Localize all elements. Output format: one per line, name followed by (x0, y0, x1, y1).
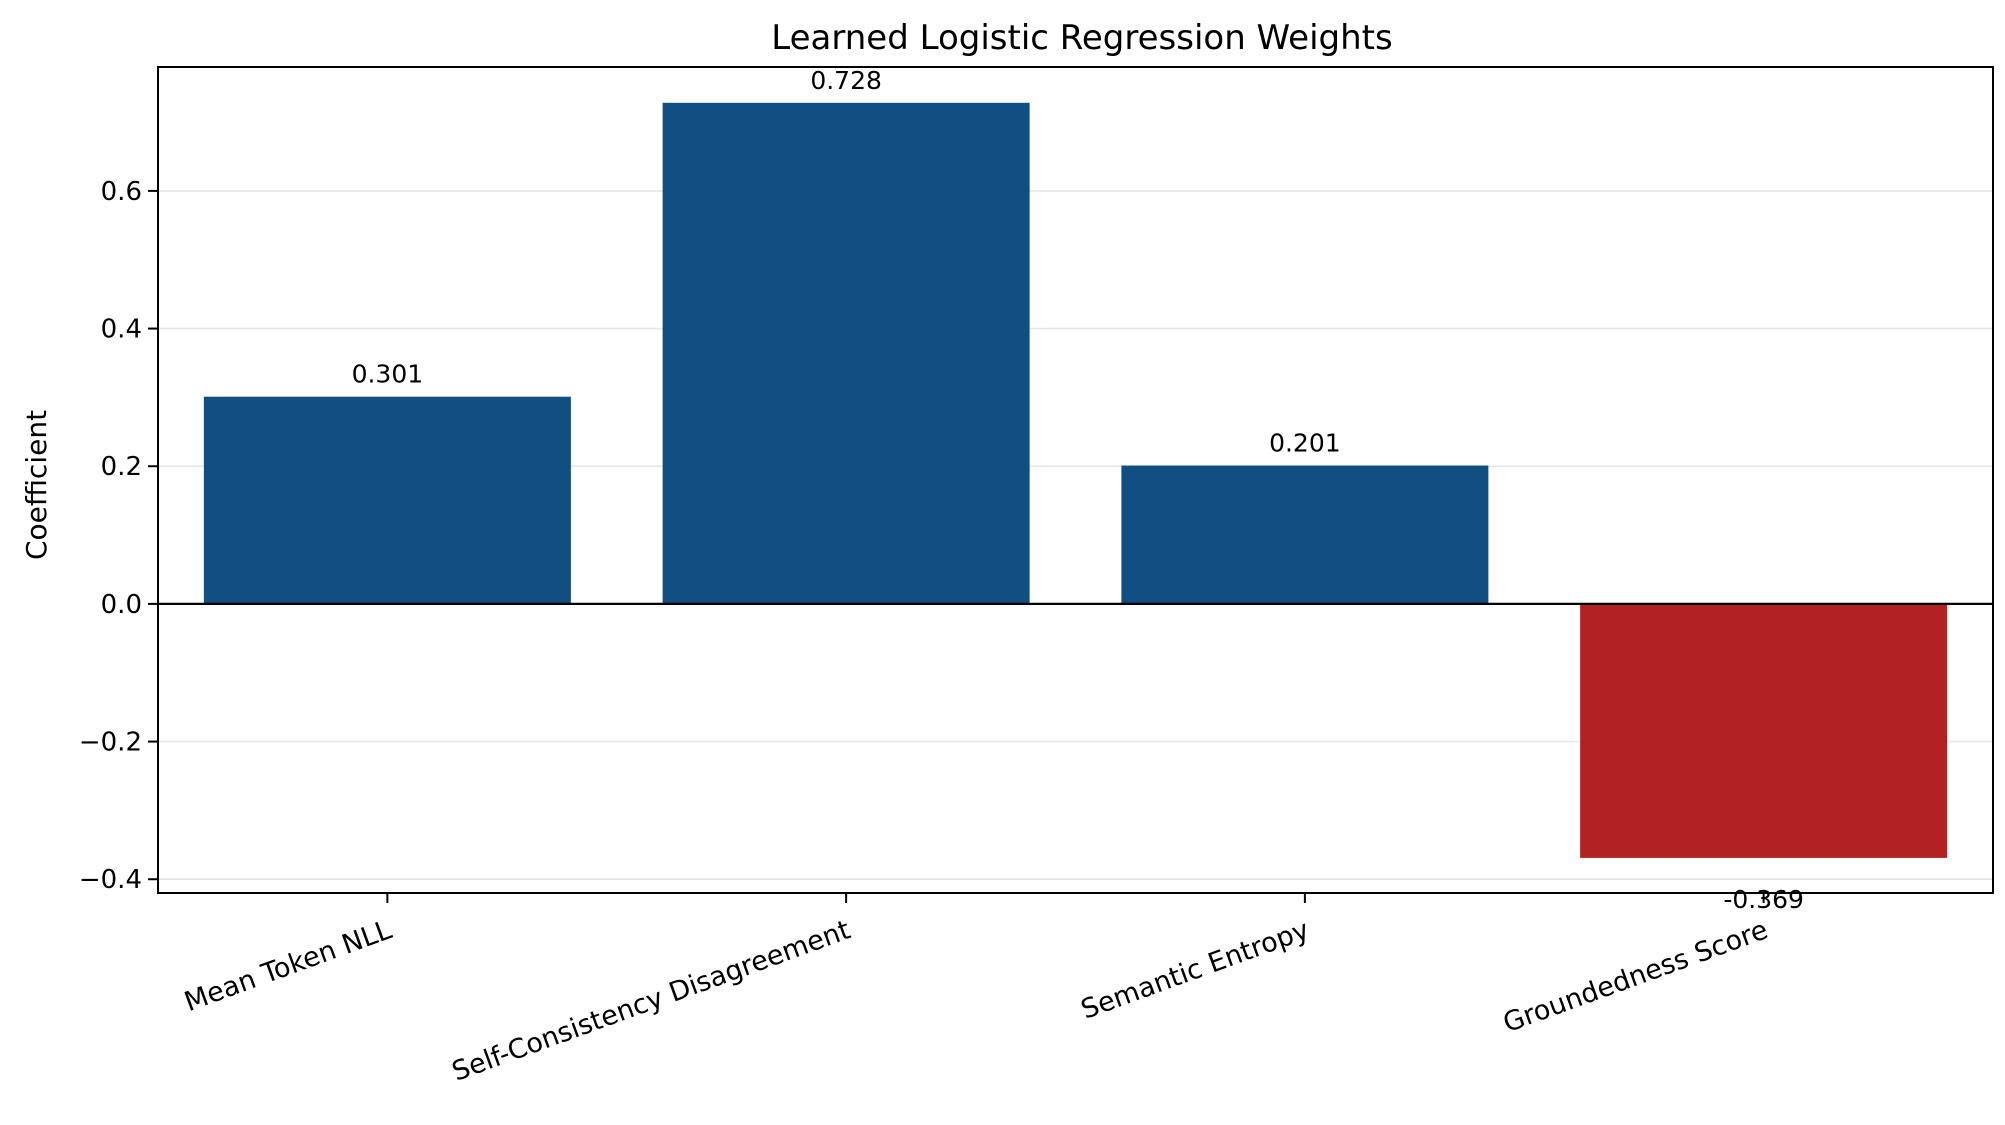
y-tick-label: −0.4 (79, 865, 142, 895)
y-axis-ticks: −0.4 −0.2 0.0 0.2 0.4 0.6 (79, 177, 158, 895)
bar (1580, 603, 1948, 858)
value-labels: 0.301 0.728 0.201 -0.369 (352, 66, 1804, 914)
value-label: 0.201 (1269, 429, 1341, 458)
plot-frame (157, 66, 1994, 894)
value-label: 0.728 (810, 66, 882, 95)
y-tick-label: 0.2 (101, 452, 142, 482)
bar (1121, 465, 1489, 604)
bar (203, 396, 571, 604)
plot-border (157, 66, 1994, 894)
y-tick-label: 0.6 (101, 177, 142, 207)
y-tick-label: 0.0 (101, 590, 142, 620)
chart-title: Learned Logistic Regression Weights (771, 18, 1392, 58)
bar (662, 102, 1030, 604)
y-tick-label: 0.4 (101, 315, 142, 345)
y-axis-label: Coefficient (20, 410, 53, 560)
value-label: -0.369 (1723, 885, 1804, 914)
value-label: 0.301 (352, 360, 424, 389)
y-tick-label: −0.2 (79, 728, 142, 758)
bars (203, 102, 1948, 858)
